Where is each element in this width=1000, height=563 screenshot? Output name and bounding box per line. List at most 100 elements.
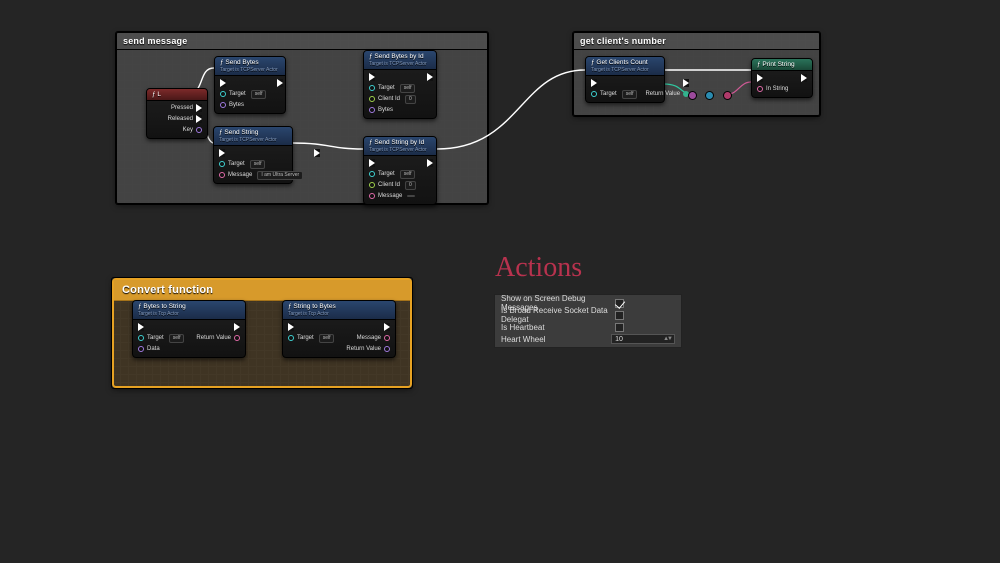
pin-default[interactable]: self — [400, 170, 416, 179]
node-header[interactable]: ƒ Send Bytes by IdTarget is TCPServer Ac… — [364, 51, 436, 70]
heart-wheel-value: 10 — [615, 336, 623, 343]
pin-default[interactable]: self — [250, 160, 266, 169]
node-get_clients[interactable]: ƒ Get Clients CountTarget is TCPServer A… — [585, 56, 665, 103]
exec-pin-icon — [196, 104, 202, 112]
pin-default[interactable]: I am Ultra Server — [257, 171, 303, 180]
input-pin[interactable]: Bytes — [220, 101, 266, 109]
node-send_string[interactable]: ƒ Send StringTarget is TCPServer ActorTa… — [213, 126, 293, 184]
output-pin[interactable] — [424, 73, 433, 81]
exec-pin-icon — [196, 115, 202, 123]
output-pin[interactable] — [311, 149, 320, 157]
output-pin[interactable]: Return Value — [346, 345, 390, 353]
output-pin[interactable]: Pressed — [168, 104, 202, 112]
output-pin[interactable]: Released — [168, 115, 202, 123]
input-pin[interactable]: Data — [138, 345, 184, 353]
input-pin[interactable]: Targetself — [369, 84, 416, 92]
input-pin[interactable] — [138, 323, 184, 331]
data-pin-icon — [220, 102, 226, 108]
node-header[interactable]: ƒ Print String — [752, 59, 812, 71]
node-event_key[interactable]: ƒ L Pressed Released Key — [146, 88, 208, 139]
output-pin[interactable] — [346, 323, 390, 331]
show-debug-checkbox[interactable] — [615, 299, 624, 308]
node-bytes_to_str[interactable]: ƒ Bytes to StringTarget is Tcp Actor Targ… — [132, 300, 246, 358]
input-pin[interactable]: Targetself — [220, 90, 266, 98]
reroute-node[interactable] — [723, 91, 732, 100]
input-pin[interactable] — [369, 73, 416, 81]
output-pin[interactable] — [274, 79, 283, 87]
pin-default[interactable]: self — [400, 84, 416, 93]
node-header[interactable]: ƒ Send String by IdTarget is TCPServer A… — [364, 137, 436, 156]
input-pin[interactable] — [288, 323, 334, 331]
output-pin[interactable] — [645, 79, 689, 87]
input-pin[interactable]: Targetself — [288, 334, 334, 342]
input-pin[interactable]: Targetself — [369, 170, 416, 178]
input-pin[interactable]: Target self — [138, 334, 184, 342]
input-pin[interactable]: Bytes — [369, 106, 416, 114]
exec-pin-icon — [683, 79, 689, 87]
input-pin[interactable]: Client Id0 — [369, 181, 416, 189]
pin-default[interactable]: 0 — [405, 181, 416, 190]
node-send_bytes[interactable]: ƒ Send BytesTarget is TCPServer Actor Tar… — [214, 56, 286, 114]
output-pin[interactable] — [424, 159, 433, 167]
comment-title: Convert function — [114, 280, 410, 301]
heart-wheel-input[interactable]: 10 ▲▼ — [611, 334, 675, 344]
pin-label: Target — [147, 335, 164, 341]
node-send_bytes_id[interactable]: ƒ Send Bytes by IdTarget is TCPServer Ac… — [363, 50, 437, 119]
node-header[interactable]: ƒ String to BytesTarget is Tcp Actor — [283, 301, 395, 320]
node-header[interactable]: ƒ Send StringTarget is TCPServer Actor — [214, 127, 292, 146]
broad-receive-checkbox[interactable] — [615, 311, 624, 320]
output-pin[interactable]: Return Value — [196, 334, 240, 342]
pin-label: Pressed — [171, 105, 193, 111]
pin-label: Target — [600, 91, 617, 97]
node-print_string[interactable]: ƒ Print String In String — [751, 58, 813, 98]
node-header[interactable]: ƒ Get Clients CountTarget is TCPServer A… — [586, 57, 664, 76]
input-pin[interactable]: Client Id0 — [369, 95, 416, 103]
exec-pin-icon — [591, 79, 597, 87]
output-pin[interactable]: Key — [168, 126, 202, 134]
node-header[interactable]: ƒ Bytes to StringTarget is Tcp Actor — [133, 301, 245, 320]
node-send_string_id[interactable]: ƒ Send String by IdTarget is TCPServer A… — [363, 136, 437, 205]
pin-default[interactable]: self — [622, 90, 638, 99]
pin-default[interactable]: self — [251, 90, 267, 99]
exec-pin-icon — [757, 74, 763, 82]
spinner-icon: ▲▼ — [663, 336, 671, 342]
input-pin[interactable] — [220, 79, 266, 87]
heartbeat-checkbox[interactable] — [615, 323, 624, 332]
prop-row: Is Heartbeat — [495, 321, 681, 333]
input-pin[interactable] — [219, 149, 303, 157]
node-header[interactable]: ƒ Send BytesTarget is TCPServer Actor — [215, 57, 285, 76]
data-pin-icon — [234, 335, 240, 341]
exec-pin-icon — [219, 149, 225, 157]
input-pin[interactable]: Targetself — [219, 160, 303, 168]
exec-pin-icon — [427, 73, 433, 81]
reroute-node[interactable] — [705, 91, 714, 100]
input-pin[interactable] — [369, 159, 416, 167]
exec-pin-icon — [801, 74, 807, 82]
output-pin[interactable] — [196, 323, 240, 331]
data-pin-icon — [369, 193, 375, 199]
exec-pin-icon — [220, 79, 226, 87]
pin-default[interactable] — [407, 195, 415, 197]
input-pin[interactable]: Message — [369, 192, 416, 200]
input-pin[interactable] — [757, 74, 788, 82]
exec-pin-icon — [288, 323, 294, 331]
pin-default[interactable]: 0 — [405, 95, 416, 104]
data-pin-icon — [196, 127, 202, 133]
input-pin[interactable]: Target self — [591, 90, 637, 98]
pin-default[interactable]: self — [169, 334, 185, 343]
input-pin[interactable]: In String — [757, 85, 788, 93]
output-pin[interactable]: Message — [346, 334, 390, 342]
output-pin[interactable] — [798, 74, 807, 82]
node-subtitle: Target is TCPServer Actor — [369, 147, 431, 153]
exec-pin-icon — [369, 73, 375, 81]
input-pin[interactable]: MessageI am Ultra Server — [219, 171, 303, 179]
node-header[interactable]: ƒ L — [147, 89, 207, 101]
input-pin[interactable] — [591, 79, 637, 87]
data-pin-icon — [757, 86, 763, 92]
node-str_to_bytes[interactable]: ƒ String to BytesTarget is Tcp Actor Targ… — [282, 300, 396, 358]
output-pin[interactable]: Return Value — [645, 90, 689, 98]
reroute-node[interactable] — [688, 91, 697, 100]
pin-label: Key — [183, 127, 193, 133]
pin-default[interactable]: self — [319, 334, 335, 343]
exec-pin-icon — [234, 323, 240, 331]
